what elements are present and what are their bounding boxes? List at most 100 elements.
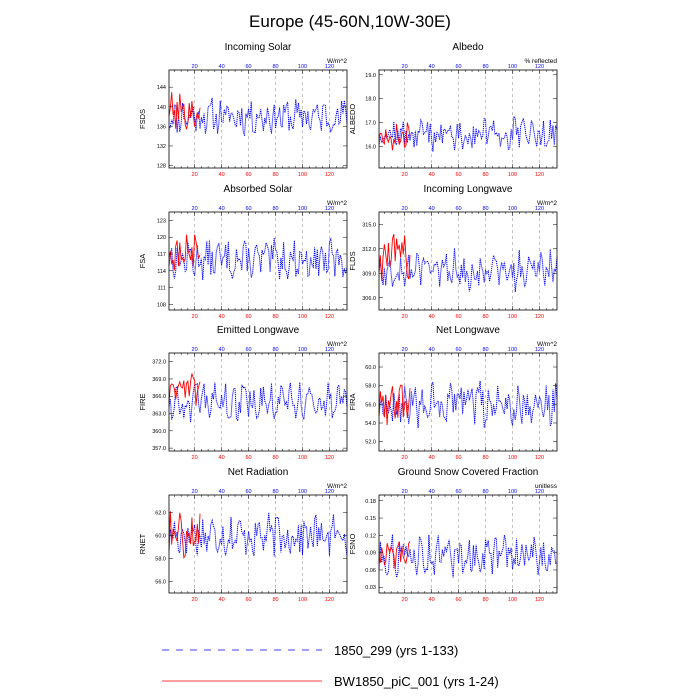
x-tick-label-top: 20 — [402, 489, 408, 495]
plot-frame — [378, 69, 558, 169]
series-line-control — [378, 248, 558, 292]
x-tick-label-bottom: 40 — [429, 314, 435, 320]
x-tick-label-bottom: 40 — [219, 455, 225, 461]
x-tick-label-top: 20 — [192, 489, 198, 495]
x-tick-label-bottom: 120 — [535, 597, 544, 603]
panel-title: Incoming Solar — [225, 42, 292, 53]
panel-title: Absorbed Solar — [224, 184, 294, 195]
y-tick-label: 62.0 — [155, 510, 166, 516]
series-line-control — [168, 97, 348, 136]
x-tick-label-top: 60 — [455, 347, 461, 353]
x-tick-label-top: 80 — [482, 206, 488, 212]
x-tick-label-top: 60 — [245, 64, 251, 70]
x-tick-label-bottom: 60 — [455, 455, 461, 461]
y-axis-label: FSDS — [138, 109, 147, 129]
y-tick-label: 372.0 — [152, 360, 166, 366]
plot-frame — [168, 69, 348, 169]
y-tick-label: 108 — [157, 302, 166, 308]
x-tick-label-top: 120 — [325, 206, 334, 212]
y-tick-label: 128 — [157, 164, 166, 170]
y-tick-label: 58.0 — [365, 384, 376, 390]
x-tick-label-bottom: 40 — [219, 314, 225, 320]
x-tick-label-bottom: 120 — [325, 597, 334, 603]
plot-frame — [378, 494, 558, 594]
y-tick-label: 0.09 — [365, 551, 376, 557]
y-axis-label: FLDS — [348, 251, 357, 270]
x-tick-label-bottom: 60 — [245, 314, 251, 320]
x-tick-label-top: 100 — [508, 64, 517, 70]
x-tick-label-bottom: 60 — [455, 314, 461, 320]
panel-units: W/m^2 — [327, 483, 347, 490]
y-tick-label: 54.0 — [365, 421, 376, 427]
y-tick-label: 363.0 — [152, 412, 166, 418]
panels: Incoming Solar W/m^2 20 20 40 40 60 60 80 80 100 10… — [138, 42, 558, 603]
y-tick-label: 16.0 — [365, 144, 376, 150]
panel-title: Incoming Longwave — [424, 184, 513, 195]
series-line-control — [168, 382, 348, 423]
x-tick-label-bottom: 80 — [482, 172, 488, 178]
x-tick-label-bottom: 40 — [429, 455, 435, 461]
y-axis-label: RNET — [138, 533, 147, 554]
y-tick-label: 120 — [157, 235, 166, 241]
x-tick-label-bottom: 100 — [508, 172, 517, 178]
y-tick-label: 114 — [157, 269, 166, 275]
x-tick-label-top: 20 — [192, 347, 198, 353]
x-tick-label-top: 120 — [535, 206, 544, 212]
x-tick-label-top: 100 — [508, 206, 517, 212]
x-tick-label-bottom: 80 — [272, 172, 278, 178]
x-tick-label-top: 100 — [298, 347, 307, 353]
y-tick-label: 0.12 — [365, 533, 376, 539]
x-tick-label-top: 100 — [298, 489, 307, 495]
x-tick-label-top: 20 — [402, 206, 408, 212]
plot-frame — [378, 352, 558, 452]
y-tick-label: 60.0 — [365, 365, 376, 371]
legend-control-label: 1850_299 (yrs 1-133) — [334, 643, 458, 658]
x-tick-label-bottom: 120 — [535, 314, 544, 320]
x-tick-label-top: 100 — [298, 64, 307, 70]
x-tick-label-bottom: 100 — [298, 455, 307, 461]
x-tick-label-bottom: 120 — [535, 455, 544, 461]
y-tick-label: 123 — [157, 218, 166, 224]
x-tick-label-bottom: 100 — [508, 314, 517, 320]
series-line-control — [168, 512, 348, 557]
x-tick-label-bottom: 100 — [508, 597, 517, 603]
x-tick-label-bottom: 120 — [325, 314, 334, 320]
y-tick-label: 0.15 — [365, 516, 376, 522]
x-tick-label-top: 60 — [455, 64, 461, 70]
plot-frame — [378, 211, 558, 311]
x-tick-label-bottom: 120 — [325, 172, 334, 178]
x-tick-label-top: 60 — [245, 347, 251, 353]
x-tick-label-top: 20 — [402, 347, 408, 353]
x-tick-label-top: 40 — [429, 64, 435, 70]
y-tick-label: 357.0 — [152, 446, 166, 452]
panel-title: Emitted Longwave — [217, 325, 300, 336]
panel-units: unitless — [535, 483, 558, 490]
series-line-experiment — [378, 541, 411, 569]
y-tick-label: 369.0 — [152, 377, 166, 383]
x-tick-label-bottom: 60 — [245, 597, 251, 603]
x-tick-label-top: 80 — [272, 206, 278, 212]
x-tick-label-top: 40 — [429, 347, 435, 353]
x-tick-label-bottom: 100 — [298, 597, 307, 603]
x-tick-label-top: 120 — [325, 64, 334, 70]
panel-fsds: Incoming Solar W/m^2 20 20 40 40 60 60 80 80 100 10… — [138, 42, 348, 178]
figure-title: Europe (45-60N,10W-30E) — [249, 12, 451, 31]
x-tick-label-top: 40 — [219, 64, 225, 70]
y-tick-label: 132 — [157, 144, 166, 150]
panel-units: % reflected — [524, 58, 557, 65]
panel-fsa: Absorbed Solar W/m^2 20 20 40 40 60 60 80 80 100 10… — [138, 184, 348, 320]
panel-title: Albedo — [452, 42, 484, 53]
y-tick-label: 312.0 — [362, 247, 376, 253]
x-tick-label-bottom: 100 — [298, 314, 307, 320]
x-tick-label-bottom: 80 — [272, 314, 278, 320]
panel-title: Net Longwave — [436, 325, 500, 336]
x-tick-label-bottom: 120 — [535, 172, 544, 178]
x-tick-label-top: 100 — [508, 347, 517, 353]
x-tick-label-top: 60 — [455, 489, 461, 495]
panel-albedo: Albedo % reflected 20 20 40 40 60 60 80 80 100 100 1… — [348, 42, 558, 178]
x-tick-label-bottom: 40 — [429, 597, 435, 603]
y-axis-label: FSNO — [348, 533, 357, 554]
x-tick-label-bottom: 80 — [482, 597, 488, 603]
x-tick-label-top: 40 — [429, 206, 435, 212]
